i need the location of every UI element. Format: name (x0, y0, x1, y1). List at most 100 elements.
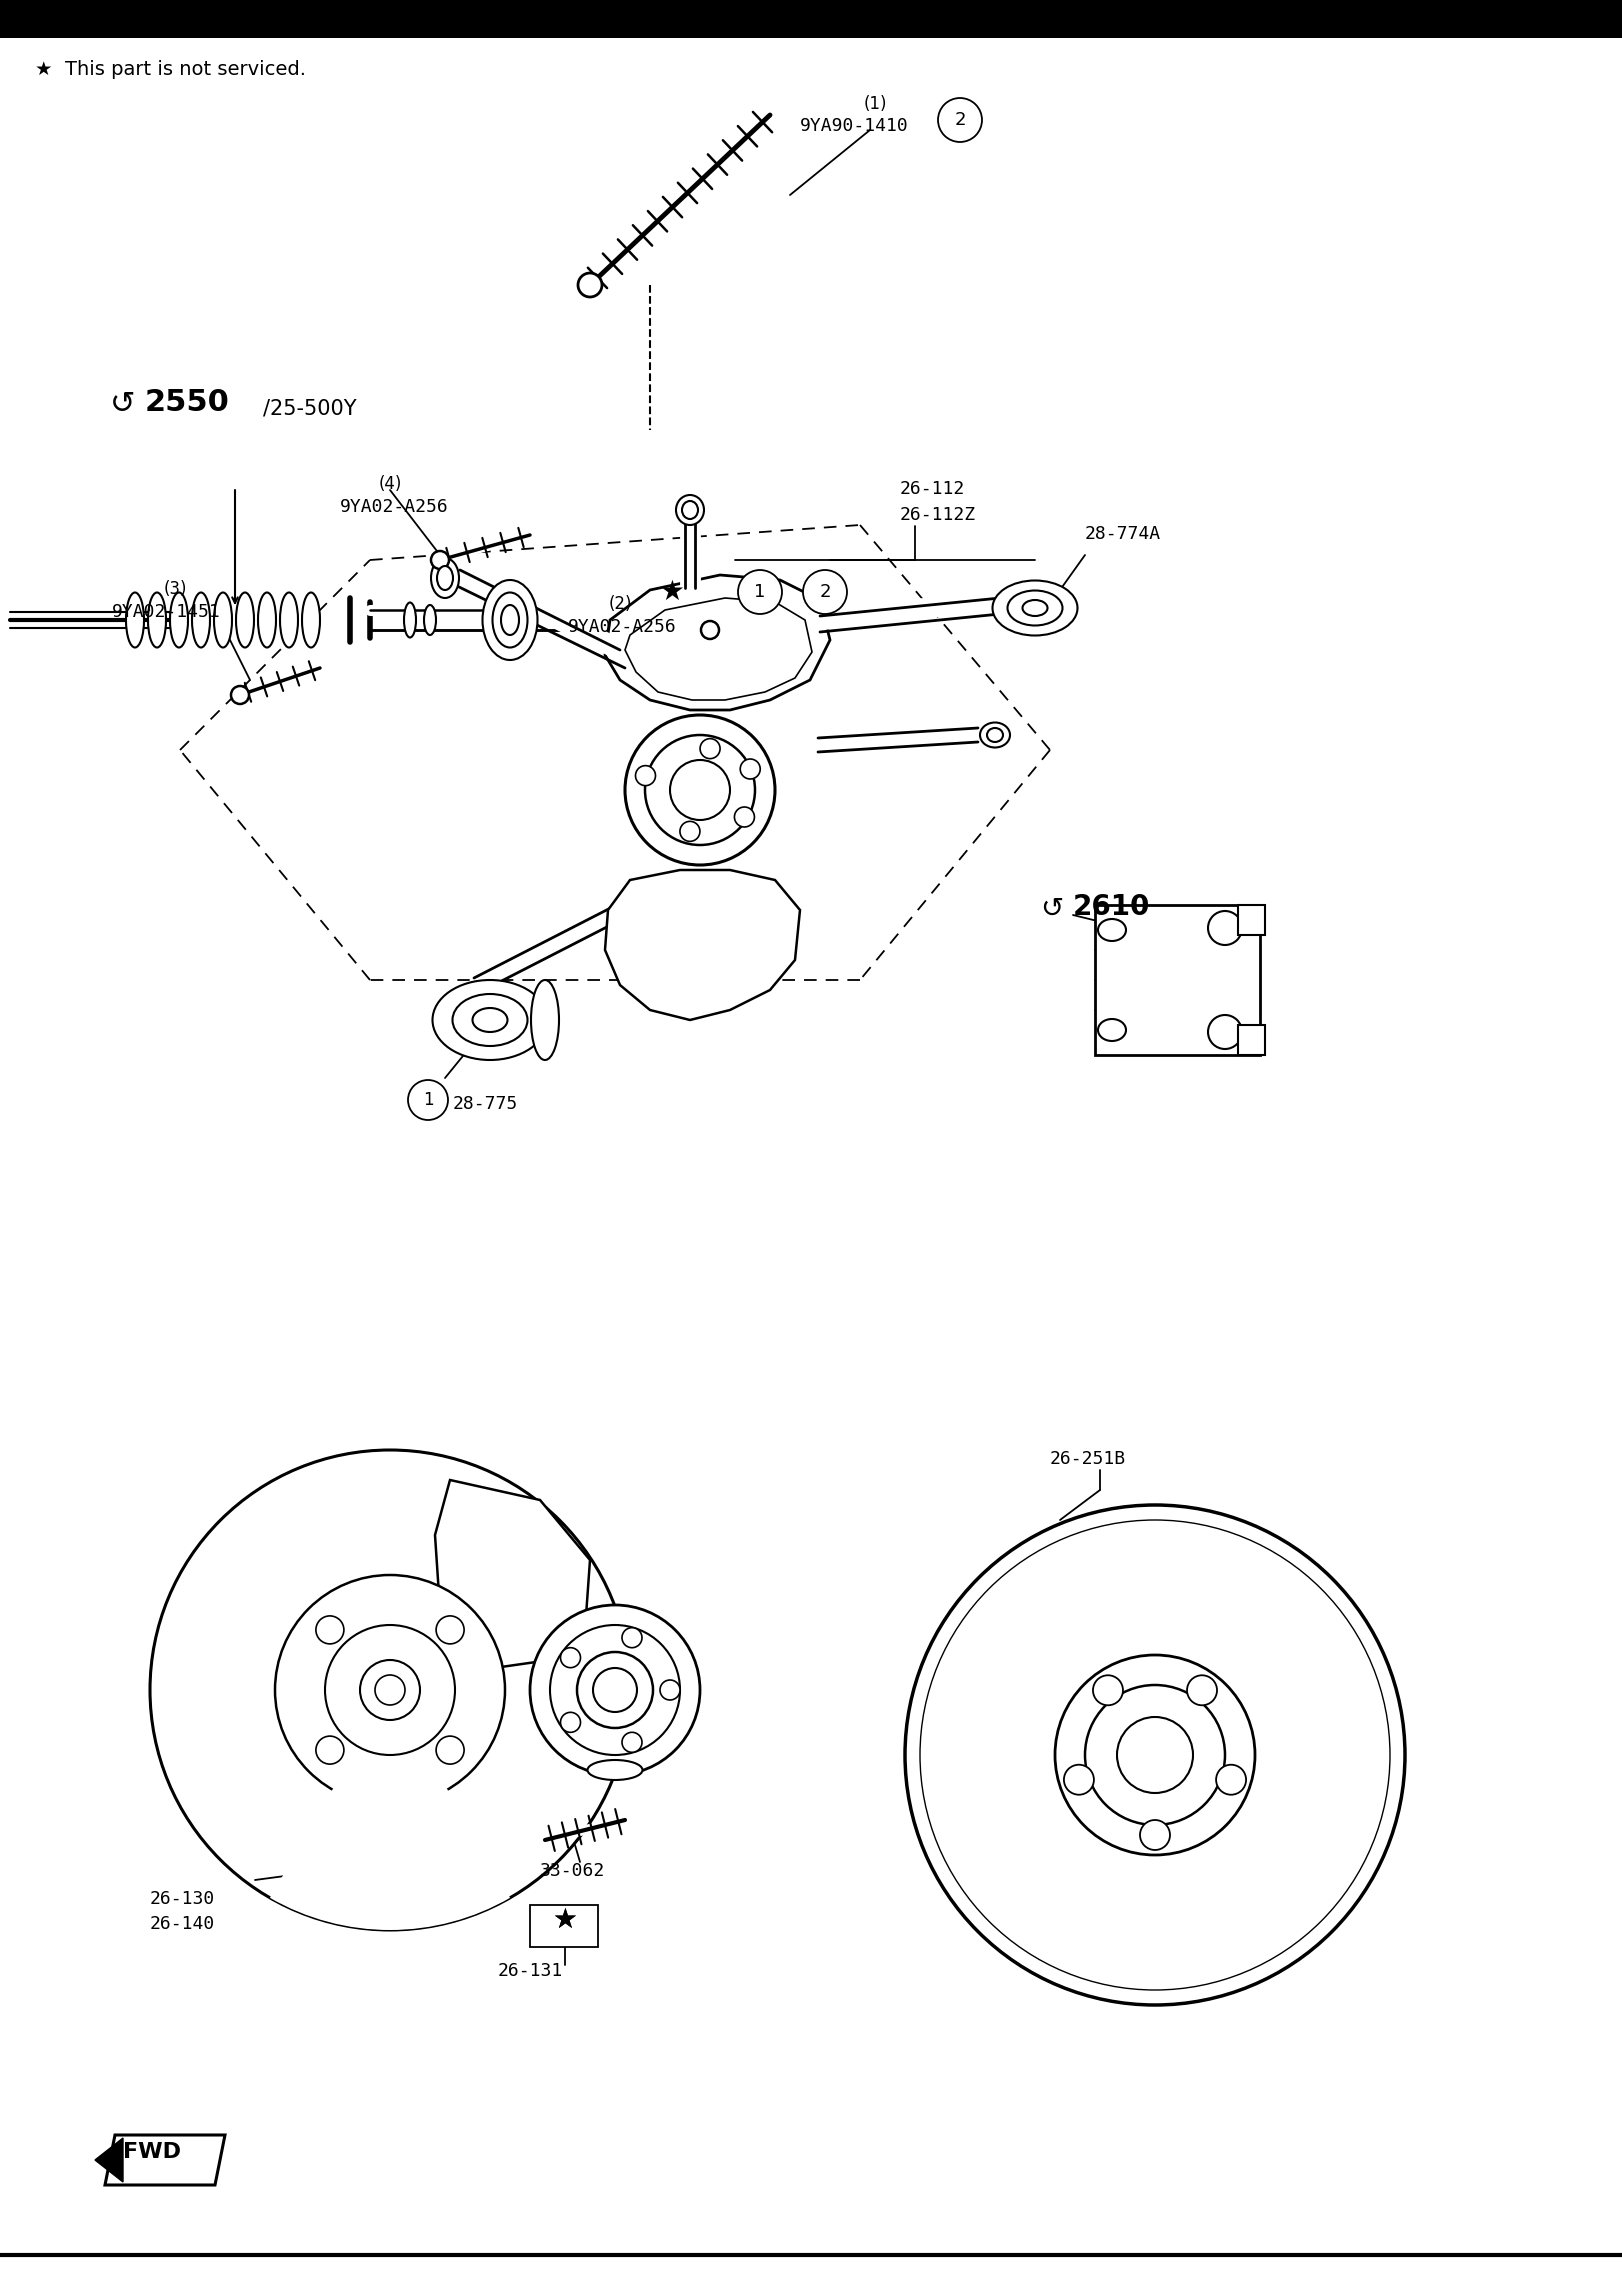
Text: (2): (2) (608, 595, 631, 613)
Circle shape (621, 1731, 642, 1752)
Circle shape (701, 622, 719, 640)
Polygon shape (1238, 904, 1265, 934)
Ellipse shape (1098, 918, 1126, 941)
Circle shape (324, 1624, 456, 1754)
Circle shape (149, 1451, 629, 1929)
Circle shape (1118, 1718, 1194, 1793)
Ellipse shape (482, 581, 537, 661)
Text: 9YA90-1410: 9YA90-1410 (800, 116, 908, 134)
Circle shape (1093, 1674, 1122, 1706)
Ellipse shape (1098, 1018, 1126, 1041)
Text: 33-062: 33-062 (540, 1861, 605, 1879)
Circle shape (577, 273, 602, 296)
Ellipse shape (988, 729, 1002, 743)
Circle shape (230, 686, 250, 704)
Text: (3): (3) (164, 581, 187, 599)
Ellipse shape (681, 501, 697, 519)
Text: 26-130: 26-130 (149, 1891, 216, 1909)
Polygon shape (96, 2139, 123, 2182)
Text: 1: 1 (754, 583, 766, 601)
Text: 28-775: 28-775 (453, 1096, 519, 1114)
Circle shape (660, 1679, 680, 1699)
Bar (530, 1904, 599, 1948)
Text: 9YA02-A256: 9YA02-A256 (341, 499, 449, 517)
Circle shape (360, 1661, 420, 1720)
Circle shape (803, 570, 847, 615)
Circle shape (436, 1615, 464, 1645)
Polygon shape (105, 2134, 225, 2185)
Ellipse shape (587, 1761, 642, 1779)
Circle shape (920, 1519, 1390, 1991)
Ellipse shape (423, 606, 436, 636)
Text: 9YA02-1451: 9YA02-1451 (112, 604, 221, 622)
Ellipse shape (472, 1007, 508, 1032)
Polygon shape (624, 599, 813, 699)
Ellipse shape (493, 592, 527, 647)
Circle shape (594, 1667, 637, 1713)
Ellipse shape (235, 592, 255, 647)
Circle shape (701, 738, 720, 759)
Text: 26-112Z: 26-112Z (900, 506, 976, 524)
Polygon shape (1238, 1025, 1265, 1055)
Ellipse shape (170, 592, 188, 647)
Text: (1): (1) (863, 96, 887, 114)
Ellipse shape (436, 565, 453, 590)
Text: 26-251B: 26-251B (1049, 1451, 1126, 1467)
Ellipse shape (980, 722, 1011, 747)
Circle shape (1054, 1656, 1255, 1854)
Circle shape (1208, 1016, 1242, 1048)
Text: /25-500Y: /25-500Y (263, 399, 357, 417)
Ellipse shape (431, 558, 459, 599)
Polygon shape (605, 574, 830, 711)
Circle shape (375, 1674, 406, 1704)
Text: 2550: 2550 (144, 387, 230, 417)
Circle shape (436, 1736, 464, 1763)
Ellipse shape (148, 592, 165, 647)
Circle shape (409, 1080, 448, 1121)
Circle shape (561, 1713, 581, 1731)
Ellipse shape (281, 592, 298, 647)
Circle shape (431, 551, 449, 570)
Text: 2: 2 (954, 112, 965, 130)
Ellipse shape (404, 601, 415, 638)
Ellipse shape (1022, 599, 1048, 615)
Ellipse shape (453, 993, 527, 1046)
Ellipse shape (530, 980, 560, 1059)
Ellipse shape (302, 592, 320, 647)
Polygon shape (605, 870, 800, 1021)
Text: 2610: 2610 (1074, 893, 1150, 920)
Circle shape (316, 1615, 344, 1645)
Circle shape (735, 806, 754, 827)
Circle shape (680, 822, 701, 841)
Text: 28-774A: 28-774A (1085, 524, 1161, 542)
Text: FWD: FWD (123, 2141, 182, 2162)
Wedge shape (269, 1690, 509, 1929)
Ellipse shape (676, 494, 704, 524)
Ellipse shape (993, 581, 1077, 636)
Text: ★: ★ (553, 1907, 577, 1934)
Circle shape (938, 98, 981, 141)
Circle shape (1140, 1820, 1169, 1850)
Circle shape (1085, 1686, 1225, 1825)
Circle shape (646, 736, 754, 845)
Text: ★: ★ (553, 1907, 577, 1934)
Bar (0, 0, 1622, 39)
Circle shape (1216, 1765, 1246, 1795)
Circle shape (905, 1506, 1405, 2005)
Text: 9YA02-A256: 9YA02-A256 (568, 617, 676, 636)
Circle shape (636, 765, 655, 786)
Circle shape (577, 1652, 654, 1729)
Text: ↺: ↺ (110, 390, 136, 419)
Polygon shape (1095, 904, 1260, 1055)
Ellipse shape (258, 592, 276, 647)
Circle shape (1208, 911, 1242, 945)
Circle shape (624, 715, 775, 866)
Circle shape (740, 759, 761, 779)
Text: (4): (4) (378, 476, 402, 492)
Text: 26-112: 26-112 (900, 481, 965, 499)
Polygon shape (435, 1481, 590, 1670)
Circle shape (550, 1624, 680, 1754)
Text: 26-140: 26-140 (149, 1916, 216, 1934)
Circle shape (1187, 1674, 1216, 1706)
Text: 2: 2 (819, 583, 830, 601)
